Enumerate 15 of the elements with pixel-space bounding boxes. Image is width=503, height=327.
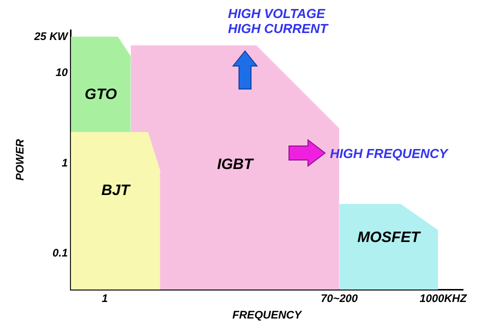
x-axis-title: FREQUENCY bbox=[232, 309, 304, 322]
annotation: HIGH VOLTAGE HIGH CURRENT bbox=[228, 6, 328, 36]
series-label: GTO bbox=[84, 86, 118, 104]
x-tick-label: 70~200 bbox=[320, 293, 359, 306]
y-tick-label: 0.1 bbox=[52, 248, 68, 260]
y-tick-label: 25 KW bbox=[33, 31, 70, 44]
y-tick-label: 1 bbox=[62, 157, 68, 170]
y-tick-label: 10 bbox=[56, 67, 69, 80]
annotation: HIGH FREQUENCY bbox=[330, 146, 448, 161]
x-tick-label: 1 bbox=[102, 293, 108, 306]
series-label: IGBT bbox=[217, 156, 255, 174]
y-axis-title: POWER bbox=[14, 138, 27, 181]
series-label: BJT bbox=[101, 182, 132, 200]
series-label: MOSFET bbox=[357, 228, 422, 246]
x-tick-label: 1000KHZ bbox=[420, 293, 468, 306]
